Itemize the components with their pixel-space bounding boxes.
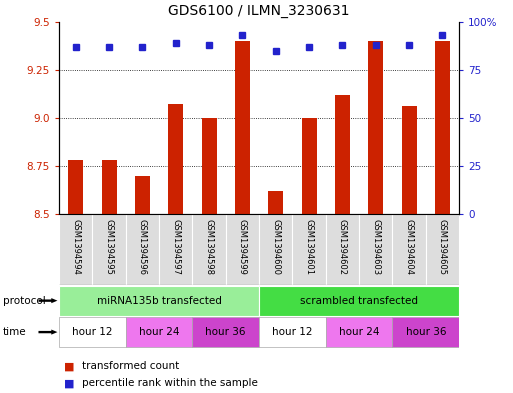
Text: GSM1394595: GSM1394595 — [105, 219, 113, 275]
Text: GSM1394597: GSM1394597 — [171, 219, 180, 275]
Text: GSM1394599: GSM1394599 — [238, 219, 247, 275]
Bar — [402, 107, 417, 214]
Text: GSM1394594: GSM1394594 — [71, 219, 80, 275]
Bar — [326, 214, 359, 285]
Text: hour 36: hour 36 — [206, 327, 246, 337]
Text: scrambled transfected: scrambled transfected — [300, 296, 418, 306]
Bar — [368, 41, 383, 214]
Bar — [359, 214, 392, 285]
Bar — [126, 214, 159, 285]
Bar — [192, 317, 259, 347]
Bar — [59, 286, 259, 316]
Bar — [335, 95, 350, 214]
Bar — [302, 118, 317, 214]
Text: GSM1394605: GSM1394605 — [438, 219, 447, 275]
Bar — [226, 214, 259, 285]
Text: hour 24: hour 24 — [339, 327, 379, 337]
Bar — [268, 191, 283, 214]
Title: GDS6100 / ILMN_3230631: GDS6100 / ILMN_3230631 — [168, 4, 350, 18]
Text: hour 36: hour 36 — [406, 327, 446, 337]
Bar — [259, 214, 292, 285]
Text: GSM1394603: GSM1394603 — [371, 219, 380, 275]
Text: GSM1394601: GSM1394601 — [305, 219, 313, 275]
Text: GSM1394602: GSM1394602 — [338, 219, 347, 275]
Bar — [426, 214, 459, 285]
Bar — [326, 317, 392, 347]
Text: ■: ■ — [64, 378, 74, 388]
Bar — [392, 317, 459, 347]
Text: hour 24: hour 24 — [139, 327, 179, 337]
Text: miRNA135b transfected: miRNA135b transfected — [96, 296, 222, 306]
Text: transformed count: transformed count — [82, 361, 180, 371]
Bar — [235, 41, 250, 214]
Text: GSM1394598: GSM1394598 — [205, 219, 213, 275]
Bar — [435, 41, 450, 214]
Text: GSM1394604: GSM1394604 — [405, 219, 413, 275]
Bar — [68, 160, 83, 214]
Bar — [59, 317, 126, 347]
Bar — [159, 214, 192, 285]
Bar — [259, 286, 459, 316]
Text: hour 12: hour 12 — [272, 327, 312, 337]
Text: GSM1394596: GSM1394596 — [138, 219, 147, 275]
Bar — [59, 214, 92, 285]
Text: protocol: protocol — [3, 296, 45, 306]
Text: time: time — [3, 327, 26, 337]
Bar — [168, 105, 183, 214]
Bar — [202, 118, 216, 214]
Bar — [102, 160, 116, 214]
Text: GSM1394600: GSM1394600 — [271, 219, 280, 275]
Text: ■: ■ — [64, 361, 74, 371]
Bar — [292, 214, 326, 285]
Bar — [392, 214, 426, 285]
Bar — [192, 214, 226, 285]
Bar — [259, 317, 326, 347]
Bar — [92, 214, 126, 285]
Text: hour 12: hour 12 — [72, 327, 112, 337]
Text: percentile rank within the sample: percentile rank within the sample — [82, 378, 258, 388]
Bar — [135, 176, 150, 214]
Bar — [126, 317, 192, 347]
